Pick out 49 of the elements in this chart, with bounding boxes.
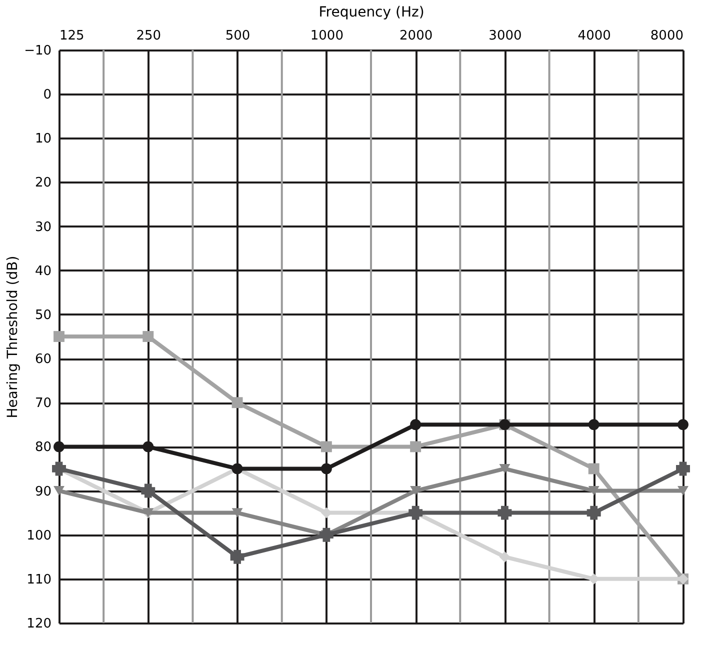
y-tick-label: 70	[34, 396, 52, 412]
y-tick-label: 40	[34, 264, 52, 279]
x-tick-label: 500	[225, 28, 250, 44]
y-tick-label: 0	[43, 88, 52, 103]
y-axis-title: Hearing Threshold (dB)	[5, 256, 22, 418]
point	[142, 331, 154, 342]
y-tick-label: 10	[34, 132, 52, 147]
x-tick-label: 1000	[310, 28, 344, 44]
x-tick-label: 3000	[488, 28, 522, 44]
point	[498, 506, 512, 520]
point	[410, 419, 422, 430]
point	[54, 486, 64, 496]
point	[320, 463, 332, 474]
point	[588, 486, 600, 496]
point	[410, 441, 422, 452]
y-tick-label: 120	[26, 616, 52, 632]
point	[499, 464, 510, 474]
point	[230, 550, 244, 564]
y-tick-label: −10	[24, 44, 52, 58]
point	[319, 528, 334, 542]
point	[142, 441, 154, 452]
x-tick-label: 250	[136, 28, 162, 44]
point	[54, 331, 64, 342]
x-tick-label: 2000	[400, 28, 433, 44]
point	[588, 463, 600, 474]
y-tick-label: 80	[34, 440, 52, 456]
y-tick-label: 110	[26, 572, 52, 588]
y-tick-label: 20	[34, 176, 52, 191]
point	[678, 486, 688, 496]
x-tick-label: 4000	[578, 28, 611, 44]
x-tick-label: 8000	[650, 28, 684, 44]
point	[588, 419, 600, 430]
point	[320, 441, 332, 452]
x-axis-title: Frequency (Hz)	[318, 4, 424, 20]
point	[141, 484, 156, 498]
y-tick-label: 30	[34, 220, 52, 235]
y-tick-label: 50	[34, 308, 52, 323]
y-tick-label: 100	[26, 528, 52, 544]
point	[676, 462, 690, 476]
x-tick-label: 125	[60, 28, 84, 44]
point	[586, 506, 601, 520]
point	[678, 419, 688, 430]
point	[232, 397, 243, 408]
y-tick-label: 60	[34, 352, 52, 368]
point	[499, 551, 510, 562]
point	[232, 508, 243, 518]
point	[410, 486, 422, 496]
y-tick-label: 90	[34, 484, 52, 500]
point	[54, 441, 64, 452]
